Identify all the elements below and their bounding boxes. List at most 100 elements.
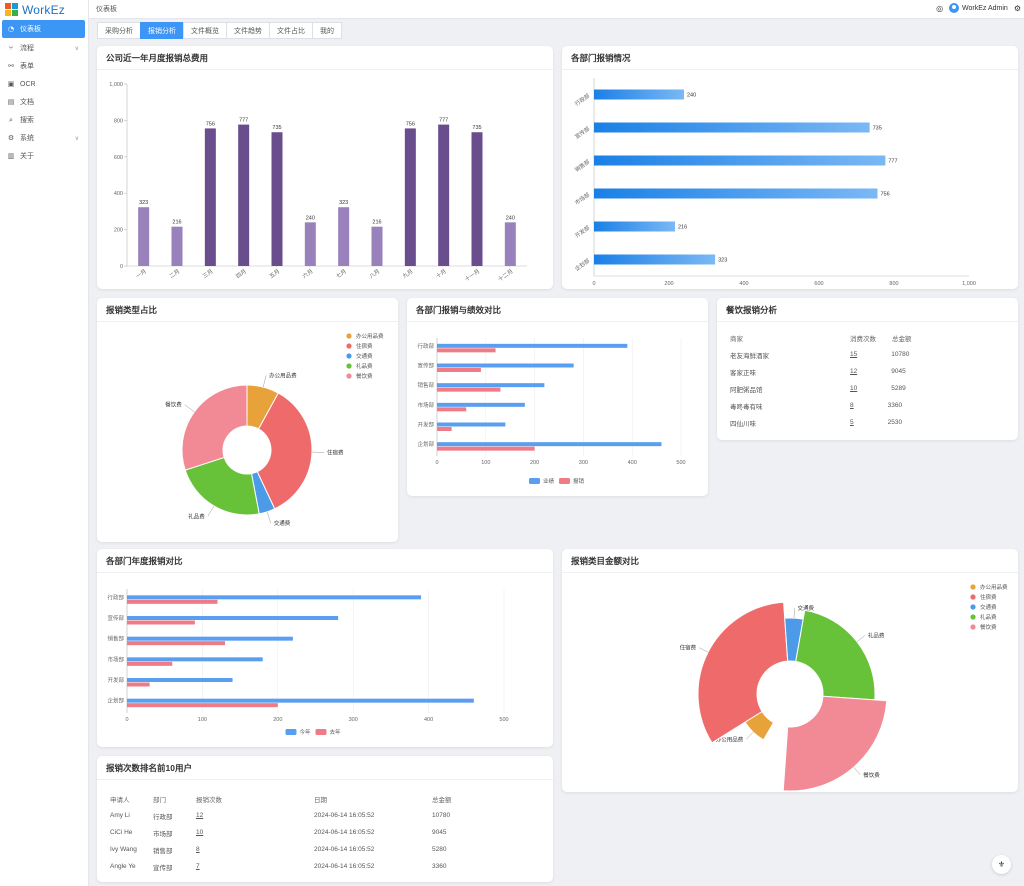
table-cell: 毒咚毒有味 xyxy=(730,403,763,411)
column-header: 部门 xyxy=(153,796,166,804)
bar xyxy=(437,387,501,392)
slice-label: 办公用品费 xyxy=(716,735,744,743)
pie-slice xyxy=(184,456,260,516)
user-menu[interactable]: WorkEz Admin xyxy=(949,3,1008,13)
slice-label: 礼品费 xyxy=(868,632,885,640)
sidebar-item-6[interactable]: ⚙ 系统 ∨ xyxy=(0,129,88,147)
x-tick-label: 六月 xyxy=(301,267,315,280)
legend-label: 礼品费 xyxy=(980,613,997,621)
sidebar-item-5[interactable]: ⌕ 搜索 xyxy=(0,111,88,129)
assistant-icon[interactable]: ⚜ xyxy=(992,855,1011,874)
legend-label: 餐饮费 xyxy=(356,372,373,380)
legend-label: 交通费 xyxy=(356,352,373,360)
cell-text: 9045 xyxy=(432,829,447,836)
legend-label: 今年 xyxy=(300,728,312,736)
tab-3[interactable]: 文件趋势 xyxy=(226,22,270,39)
bar xyxy=(438,124,450,266)
data-label: 216 xyxy=(678,225,687,231)
y-tick-label: 企划部 xyxy=(107,697,124,705)
slice-label: 交通费 xyxy=(274,519,291,527)
tab-0[interactable]: 采购分析 xyxy=(97,22,141,39)
language-icon[interactable]: ◎ xyxy=(936,3,944,13)
count-link[interactable]: 10 xyxy=(196,829,204,836)
tab-4[interactable]: 文件占比 xyxy=(269,22,313,39)
bar xyxy=(304,222,316,266)
cell-text: Angle Ye xyxy=(110,863,136,870)
bar xyxy=(238,124,250,266)
sidebar-item-label: OCR xyxy=(20,80,36,88)
breadcrumb[interactable]: 仪表板 xyxy=(96,6,117,13)
y-tick-label: 行政部 xyxy=(573,91,592,107)
x-tick-label: 200 xyxy=(273,717,282,723)
legend-label: 业绩 xyxy=(543,477,555,485)
sidebar-item-3[interactable]: ▣ OCR xyxy=(0,75,88,93)
count-link[interactable]: 8 xyxy=(196,846,200,853)
table-cell: 3360 xyxy=(887,402,903,409)
topbar: 仪表板 ◎ WorkEz Admin ⚙ xyxy=(89,0,1024,19)
settings-icon[interactable]: ⚙ xyxy=(1013,3,1021,13)
table-cell: 阿肥粥品馆 xyxy=(730,386,763,394)
count-link[interactable]: 7 xyxy=(196,863,200,870)
tab-1[interactable]: 报销分析 xyxy=(140,22,184,39)
data-label: 323 xyxy=(339,200,348,206)
dept-year-card: 各部门年度报销对比 0 100 200 300 400 500 行政部 宣传部 销售部 市场部 开发… xyxy=(97,549,553,747)
legend-marker xyxy=(346,343,352,349)
bar xyxy=(127,698,474,703)
table-header: 商家 消费次数 总金额 xyxy=(730,329,1008,346)
x-tick-label: 五月 xyxy=(268,268,281,280)
data-label: 735 xyxy=(472,125,481,131)
sidebar-item-2[interactable]: ⚯ 表单 xyxy=(0,57,88,75)
table-cell[interactable]: 8 xyxy=(850,402,854,409)
table-cell[interactable]: 5 xyxy=(850,419,854,426)
column-header: 总金额 xyxy=(432,796,452,804)
x-tick-label: 四月 xyxy=(235,268,248,280)
app-logo[interactable]: WorkEz xyxy=(0,0,88,19)
data-label: 777 xyxy=(439,118,448,124)
sidebar-item-0[interactable]: ◔ 仪表板 xyxy=(2,20,85,38)
table-header: 申请人 部门 报销次数 日期 总金额 xyxy=(110,790,543,807)
table-cell[interactable]: 12 xyxy=(850,368,858,375)
table-cell[interactable]: 10 xyxy=(850,385,858,392)
legend-label: 餐饮费 xyxy=(980,623,997,631)
count-link[interactable]: 12 xyxy=(196,812,204,819)
table-cell[interactable]: 15 xyxy=(850,351,858,358)
bar xyxy=(271,132,283,266)
sidebar-item-7[interactable]: ▥ 关于 xyxy=(0,147,88,165)
table-row: 四仙川味 5 2530 xyxy=(730,414,1008,431)
leader-line xyxy=(207,505,215,517)
data-label: 216 xyxy=(172,220,181,226)
legend-marker xyxy=(346,373,352,379)
data-label: 240 xyxy=(306,215,315,221)
y-tick-label: 企划部 xyxy=(573,256,592,272)
slice-label: 交通费 xyxy=(798,604,815,612)
x-tick-label: 0 xyxy=(125,717,128,723)
card-title: 餐饮报销分析 xyxy=(717,298,1018,322)
legend-label: 住宿费 xyxy=(980,593,997,601)
y-tick-label: 销售部 xyxy=(417,381,434,389)
cell-text: 2024-06-14 16:05:52 xyxy=(314,846,375,853)
bar xyxy=(437,446,535,451)
cell-text: 3360 xyxy=(432,863,447,870)
tab-5[interactable]: 我的 xyxy=(312,22,342,39)
table-cell: Amy Li xyxy=(110,812,153,819)
slice-label: 餐饮费 xyxy=(863,771,880,779)
legend-label: 报销 xyxy=(573,477,585,485)
sidebar-item-1[interactable]: ⑂ 流程 ∨ xyxy=(0,39,88,57)
y-tick-label: 0 xyxy=(120,264,123,270)
tab-2[interactable]: 文件概览 xyxy=(183,22,227,39)
bar xyxy=(204,128,216,266)
bar xyxy=(594,155,886,166)
leader-line xyxy=(266,511,272,524)
data-label: 756 xyxy=(881,192,890,198)
sidebar-item-4[interactable]: ▤ 文档 xyxy=(0,93,88,111)
sidebar-item-label: 仪表板 xyxy=(20,26,41,33)
card-title: 各部门年度报销对比 xyxy=(97,549,553,573)
y-tick-label: 销售部 xyxy=(107,635,124,643)
data-label: 735 xyxy=(873,126,882,132)
app-name: WorkEz xyxy=(22,2,65,17)
cell-text: Amy Li xyxy=(110,812,130,819)
y-tick-label: 市场部 xyxy=(417,401,434,409)
bar xyxy=(404,128,416,266)
leader-line xyxy=(184,404,195,412)
y-tick-label: 市场部 xyxy=(573,190,592,206)
